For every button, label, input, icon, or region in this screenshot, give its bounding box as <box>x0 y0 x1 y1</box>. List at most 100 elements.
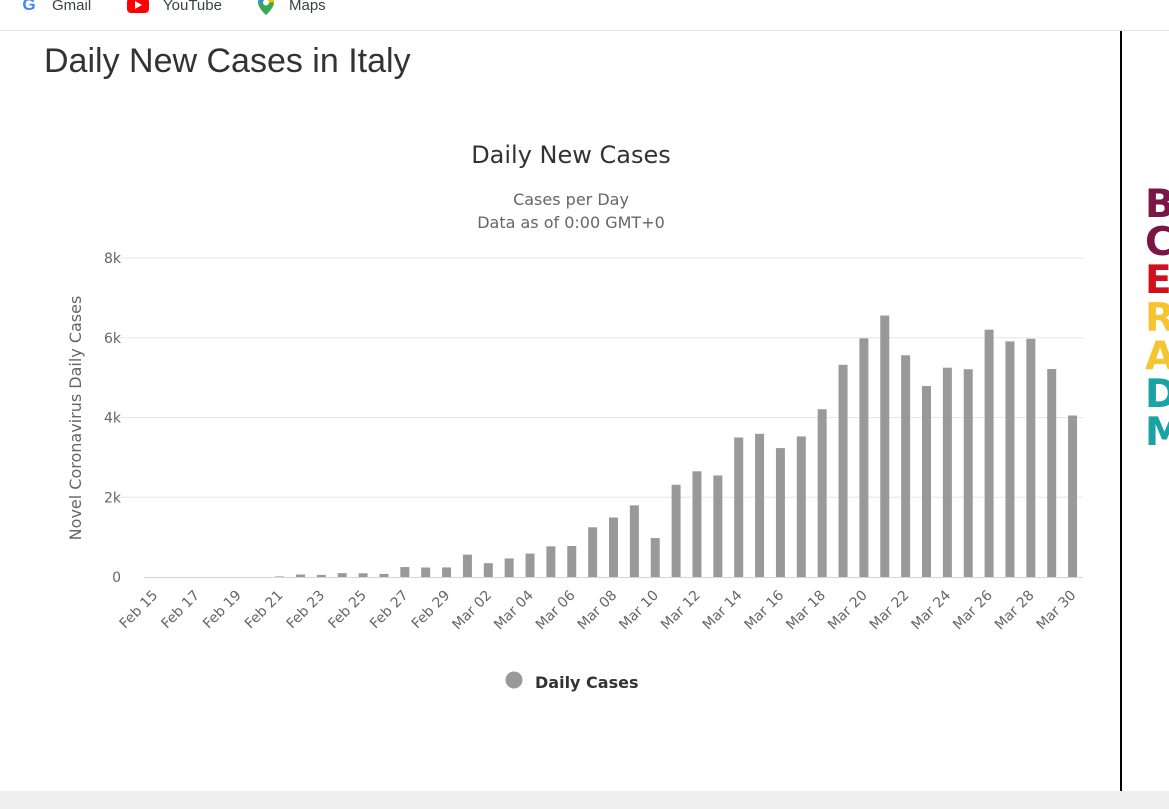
bar[interactable] <box>692 471 702 577</box>
bar[interactable] <box>734 437 744 577</box>
bar[interactable] <box>880 315 890 577</box>
bar[interactable] <box>1005 341 1015 577</box>
legend-marker <box>505 671 523 689</box>
bar[interactable] <box>379 573 389 577</box>
y-axis-ticks: 0 2k 4k 6k 8k <box>104 251 122 586</box>
y-axis-label: Novel Coronavirus Daily Cases <box>66 296 85 541</box>
footer-bar <box>0 791 1169 809</box>
bar[interactable] <box>275 576 285 577</box>
bar[interactable] <box>337 573 347 577</box>
bar[interactable] <box>483 563 493 577</box>
bar[interactable] <box>525 553 535 577</box>
bar[interactable] <box>358 573 368 577</box>
bookmark-label: Maps <box>289 0 326 14</box>
bar[interactable] <box>462 554 472 577</box>
bar[interactable] <box>1047 368 1057 577</box>
bars <box>275 315 1078 577</box>
page-title: Daily New Cases in Italy <box>44 42 411 80</box>
y-tick-label: 8k <box>104 251 122 267</box>
bar[interactable] <box>609 517 618 577</box>
x-tick-label: Mar 04 <box>491 587 537 633</box>
y-tick-label: 0 <box>112 570 121 586</box>
bookmark-label: YouTube <box>163 0 222 14</box>
bar[interactable] <box>421 567 431 577</box>
bar[interactable] <box>629 505 639 577</box>
chart-subtitle-line-2: Data as of 0:00 GMT+0 <box>477 213 665 232</box>
bar[interactable] <box>713 475 723 577</box>
bar[interactable] <box>922 386 931 577</box>
bar[interactable] <box>838 364 848 577</box>
youtube-icon <box>127 0 149 13</box>
bar[interactable] <box>775 448 785 577</box>
x-tick-label: Mar 30 <box>1034 588 1080 634</box>
x-tick-label: Feb 29 <box>409 588 454 633</box>
x-tick-label: Mar 16 <box>742 587 788 633</box>
divider-line <box>1120 31 1122 791</box>
x-tick-label: Feb 23 <box>284 588 329 633</box>
x-tick-label: Mar 18 <box>783 588 829 634</box>
side-letter: B <box>1145 182 1169 227</box>
bar[interactable] <box>567 545 577 577</box>
x-tick-label: Feb 27 <box>367 588 412 633</box>
x-tick-label: Mar 08 <box>575 588 621 634</box>
gridlines <box>117 257 1083 498</box>
google-icon: G <box>22 0 36 14</box>
chart-subtitle-line-1: Cases per Day <box>513 190 629 209</box>
bar[interactable] <box>546 546 556 577</box>
bookmark-youtube[interactable]: YouTube <box>127 0 222 16</box>
legend-label: Daily Cases <box>535 673 638 692</box>
x-tick-label: Mar 26 <box>950 587 996 633</box>
chart-title: Daily New Cases <box>471 141 671 169</box>
x-tick-label: Mar 22 <box>867 588 913 634</box>
bar[interactable] <box>650 538 660 577</box>
bar[interactable] <box>442 567 452 577</box>
bar[interactable] <box>901 355 911 577</box>
side-letter: R <box>1145 296 1169 341</box>
x-tick-label: Feb 17 <box>158 588 203 633</box>
bar[interactable] <box>796 436 806 577</box>
bar[interactable] <box>671 484 681 577</box>
bookmark-gmail[interactable]: G Gmail <box>20 0 91 16</box>
x-tick-label: Mar 02 <box>449 588 495 634</box>
bar[interactable] <box>1026 338 1036 577</box>
bar[interactable] <box>984 329 994 577</box>
side-letter: A <box>1145 334 1169 379</box>
bar[interactable] <box>859 338 869 577</box>
x-tick-label: Mar 12 <box>658 588 704 634</box>
x-tick-label: Feb 15 <box>117 588 162 633</box>
side-letter: C <box>1145 220 1169 265</box>
bar[interactable] <box>316 574 326 577</box>
x-tick-label: Mar 14 <box>700 587 746 633</box>
x-tick-label: Feb 25 <box>325 588 370 633</box>
bookmark-label: Gmail <box>52 0 92 14</box>
y-tick-label: 6k <box>104 331 122 347</box>
bar[interactable] <box>588 527 598 577</box>
x-tick-label: Feb 19 <box>200 588 245 633</box>
bookmark-maps[interactable]: Maps <box>257 0 326 16</box>
side-letter: D <box>1145 372 1169 417</box>
bar[interactable] <box>755 433 765 577</box>
bar[interactable] <box>817 409 827 577</box>
y-tick-label: 4k <box>104 411 122 427</box>
x-tick-label: Mar 10 <box>616 588 662 634</box>
x-tick-label: Mar 20 <box>825 588 871 634</box>
bar[interactable] <box>963 369 973 577</box>
bar[interactable] <box>504 558 514 577</box>
side-letter: M <box>1145 410 1169 455</box>
maps-icon <box>257 0 275 16</box>
bar[interactable] <box>942 367 952 577</box>
legend[interactable]: Daily Cases <box>505 671 639 693</box>
bar[interactable] <box>400 567 410 577</box>
side-letter: E <box>1145 258 1169 303</box>
y-tick-label: 2k <box>104 490 122 506</box>
bookmarks-bar: G Gmail YouTube Maps <box>0 0 1169 31</box>
x-tick-label: Mar 28 <box>992 588 1038 634</box>
x-tick-label: Mar 24 <box>908 587 954 633</box>
x-tick-label: Feb 21 <box>242 588 287 633</box>
x-tick-label: Mar 06 <box>533 587 579 633</box>
bar[interactable] <box>296 574 305 577</box>
bar[interactable] <box>1068 415 1078 577</box>
